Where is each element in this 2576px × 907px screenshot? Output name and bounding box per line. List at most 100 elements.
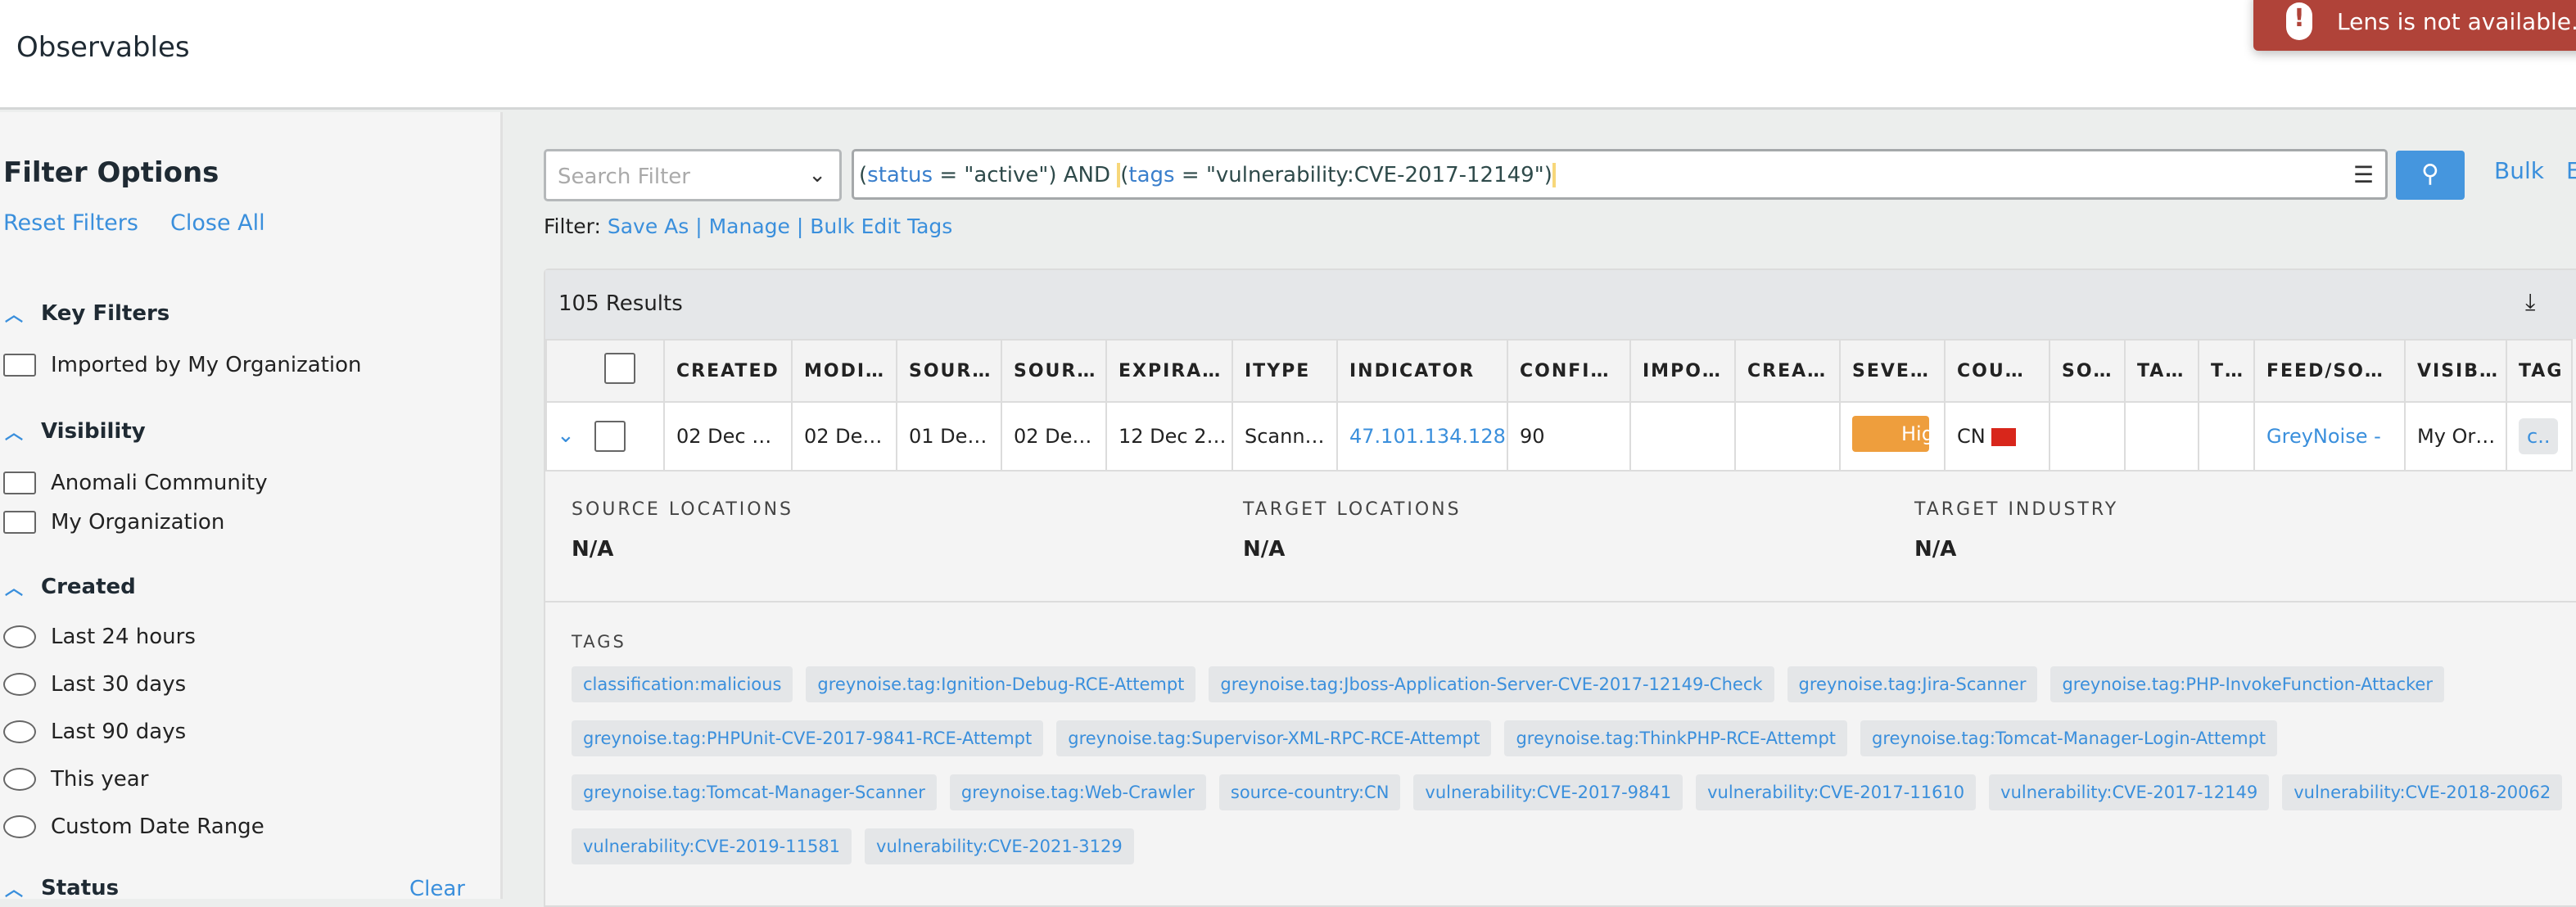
tag-chip[interactable]: greynoise.tag:Tomcat-Manager-Login-Attem… — [1860, 720, 2278, 756]
visibility-section[interactable]: ︿ Visibility — [5, 418, 146, 444]
col-visibility[interactable]: VISIB… — [2404, 339, 2507, 403]
radio[interactable] — [3, 768, 36, 791]
tag-chip[interactable]: greynoise.tag:Ignition-Debug-RCE-Attempt — [806, 666, 1196, 702]
radio[interactable] — [3, 673, 36, 696]
tag-chip[interactable]: classification:malicious — [572, 666, 793, 702]
col-impo[interactable]: IMPO… — [1629, 339, 1736, 403]
select-all-checkbox[interactable] — [604, 353, 635, 384]
key-filters-section[interactable]: ︿ Key Filters — [5, 300, 169, 327]
col-crea[interactable]: CREA… — [1734, 339, 1841, 403]
checkbox[interactable] — [3, 354, 36, 377]
tag-chip[interactable]: c.. — [2519, 418, 2559, 454]
tag-row: greynoise.tag:Tomcat-Manager-Scanner grey… — [572, 774, 2563, 810]
reset-filters-link[interactable]: Reset Filters — [3, 210, 138, 236]
bulk-link[interactable]: Bulk — [2494, 157, 2544, 184]
tag-chip[interactable]: source-country:CN — [1218, 774, 1401, 810]
error-toast[interactable]: ! Lens is not available. — [2253, 0, 2576, 51]
radio-this-year[interactable]: This year — [3, 767, 148, 792]
query-input[interactable]: (status = "active") AND (tags = "vulnera… — [852, 149, 2388, 200]
radio[interactable] — [3, 720, 36, 743]
expand-chevron-icon[interactable]: ⌄ — [557, 423, 575, 448]
col-country[interactable]: COU… — [1944, 339, 2050, 403]
alert-icon: ! — [2286, 2, 2312, 40]
table-header-row: CREATED MODI… SOUR… SOUR… EXPIRA… ITYPE … — [545, 339, 2573, 403]
tags-label: TAGS — [572, 632, 626, 652]
tag-chip[interactable]: vulnerability:CVE-2021-3129 — [865, 828, 1134, 864]
cell-impo — [1629, 401, 1736, 472]
checkbox[interactable] — [3, 472, 36, 494]
col-ta[interactable]: TA… — [2124, 339, 2199, 403]
edit-link-truncated[interactable]: E — [2566, 157, 2576, 184]
checkbox[interactable] — [3, 511, 36, 534]
radio-last-30-days[interactable]: Last 30 days — [3, 672, 186, 697]
cell-country: CN — [1944, 401, 2050, 472]
col-severity[interactable]: SEVE… — [1839, 339, 1946, 403]
tag-chip[interactable]: greynoise.tag:PHP-InvokeFunction-Attacke… — [2050, 666, 2444, 702]
table-row[interactable]: ⌄ 02 Dec … 02 De… 01 De… 02 De… 12 Dec 2… — [545, 401, 2573, 472]
search-button[interactable]: ⚲ — [2396, 151, 2465, 200]
section-label: Status — [41, 876, 120, 900]
tag-chip[interactable]: greynoise.tag:Tomcat-Manager-Scanner — [572, 774, 937, 810]
tag-chip[interactable]: greynoise.tag:Jira-Scanner — [1787, 666, 2038, 702]
col-confidence[interactable]: CONFI… — [1507, 339, 1631, 403]
tag-chip[interactable]: vulnerability:CVE-2017-11610 — [1696, 774, 1977, 810]
format-indent-icon[interactable]: ☰ — [2352, 161, 2374, 188]
col-modified[interactable]: MODI… — [791, 339, 897, 403]
col-source-modified[interactable]: SOUR… — [1001, 339, 1107, 403]
radio[interactable] — [3, 625, 36, 648]
col-so[interactable]: SO… — [2049, 339, 2126, 403]
tag-chip[interactable]: greynoise.tag:PHPUnit-CVE-2017-9841-RCE-… — [572, 720, 1044, 756]
cell-tags: c.. — [2506, 401, 2573, 472]
tag-chip[interactable]: greynoise.tag:ThinkPHP-RCE-Attempt — [1504, 720, 1848, 756]
close-all-link[interactable]: Close All — [170, 210, 265, 236]
col-t[interactable]: T… — [2198, 339, 2255, 403]
tag-chip[interactable]: greynoise.tag:Web-Crawler — [949, 774, 1206, 810]
option-label: Last 30 days — [51, 672, 187, 697]
tag-chip[interactable]: vulnerability:CVE-2019-11581 — [572, 828, 852, 864]
target-locations-value: N/A — [1243, 537, 1286, 562]
col-tags[interactable]: TAG — [2506, 339, 2573, 403]
tag-chip[interactable]: greynoise.tag:Supervisor-XML-RPC-RCE-Att… — [1056, 720, 1492, 756]
filter-label: Filter: — [544, 214, 601, 238]
row-checkbox[interactable] — [594, 421, 626, 452]
filter-anomali-community[interactable]: Anomali Community — [3, 471, 268, 495]
filter-my-organization[interactable]: My Organization — [3, 510, 224, 535]
col-source-created[interactable]: SOUR… — [896, 339, 1002, 403]
tag-chip[interactable]: vulnerability:CVE-2018-20062 — [2282, 774, 2563, 810]
page-header: Observables — [0, 0, 2576, 110]
col-created[interactable]: CREATED — [663, 339, 793, 403]
tag-chip[interactable]: vulnerability:CVE-2017-9841 — [1413, 774, 1683, 810]
radio-last-24-hours[interactable]: Last 24 hours — [3, 625, 196, 649]
tag-chip[interactable]: vulnerability:CVE-2017-12149 — [1989, 774, 2270, 810]
cell-visibility: My Or… — [2404, 401, 2507, 472]
query-token: ) — [1543, 163, 1556, 187]
query-token: = — [933, 163, 965, 187]
tag-chip[interactable]: greynoise.tag:Jboss-Application-Server-C… — [1209, 666, 1774, 702]
search-filter-select[interactable]: Search Filter ⌄ — [544, 149, 842, 201]
results-count: 105 Results — [558, 291, 683, 316]
cell-source-created: 01 De… — [896, 401, 1002, 472]
filter-imported-by-my-org[interactable]: Imported by My Organization — [3, 353, 362, 377]
col-expiration[interactable]: EXPIRA… — [1105, 339, 1233, 403]
status-clear-link[interactable]: Clear — [409, 877, 465, 901]
query-token: = — [1174, 163, 1206, 187]
status-section[interactable]: ︿ Status — [5, 875, 119, 901]
cell-source-modified: 02 De… — [1001, 401, 1107, 472]
download-icon[interactable]: ⤓ — [2525, 288, 2536, 315]
cell-severity: Hig — [1839, 401, 1946, 472]
radio[interactable] — [3, 815, 36, 838]
filter-actions-links[interactable]: Save As | Manage | Bulk Edit Tags — [607, 214, 953, 238]
radio-last-90-days[interactable]: Last 90 days — [3, 720, 186, 744]
section-label: Visibility — [41, 419, 146, 444]
col-indicator[interactable]: INDICATOR — [1336, 339, 1508, 403]
col-feed-source[interactable]: FEED/SO… — [2253, 339, 2406, 403]
query-token: ( — [859, 163, 868, 187]
col-itype[interactable]: ITYPE — [1232, 339, 1338, 403]
select-all-cell — [545, 339, 665, 403]
created-section[interactable]: ︿ Created — [5, 574, 136, 600]
target-locations-label: TARGET LOCATIONS — [1243, 499, 1462, 520]
indicator-link[interactable]: 47.101.134.128 — [1336, 401, 1508, 472]
feed-link[interactable]: GreyNoise - — [2253, 401, 2406, 472]
cn-flag-icon — [1991, 428, 2017, 446]
radio-custom-date-range[interactable]: Custom Date Range — [3, 814, 264, 839]
